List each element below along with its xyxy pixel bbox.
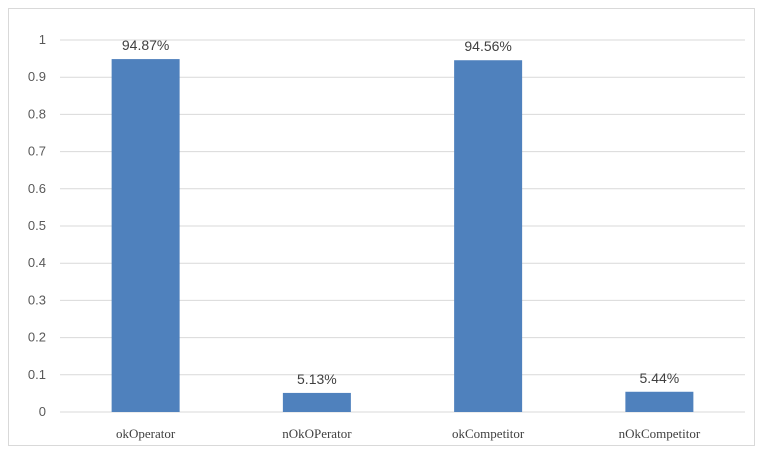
y-tick-label: 0.4 <box>28 255 46 270</box>
x-tick-label-nOkCompetitor: nOkCompetitor <box>619 426 701 441</box>
x-axis-ticks: okOperator nOkOPerator okCompetitor nOkComp… <box>116 426 701 441</box>
data-label-okCompetitor: 94.56% <box>464 38 511 54</box>
data-label-okOperator: 94.87% <box>122 37 169 53</box>
y-tick-label: 0 <box>39 404 46 419</box>
bar-okCompetitor <box>454 60 523 412</box>
y-tick-label: 0.7 <box>28 144 46 159</box>
y-tick-label: 0.6 <box>28 181 46 196</box>
y-tick-label: 0.3 <box>28 292 46 307</box>
data-labels: 94.87% 5.13% 94.56% 5.44% <box>122 37 679 387</box>
bar-nOkCompetitor <box>625 391 694 412</box>
x-tick-label-nOkOPerator: nOkOPerator <box>282 426 352 441</box>
y-tick-label: 0.5 <box>28 218 46 233</box>
x-tick-label-okCompetitor: okCompetitor <box>452 426 525 441</box>
y-tick-label: 0.8 <box>28 106 46 121</box>
y-axis-ticks: 0 0.1 0.2 0.3 0.4 0.5 0.6 0.7 0.8 0.9 1 <box>28 32 46 419</box>
x-tick-label-okOperator: okOperator <box>116 426 176 441</box>
bar-okOperator <box>111 59 180 413</box>
y-tick-label: 1 <box>39 32 46 47</box>
y-tick-label: 0.2 <box>28 330 46 345</box>
bars <box>111 59 694 413</box>
bar-nOkOPerator <box>282 392 351 412</box>
data-label-nOkOPerator: 5.13% <box>297 371 337 387</box>
y-tick-label: 0.9 <box>28 69 46 84</box>
y-tick-label: 0.1 <box>28 367 46 382</box>
data-label-nOkCompetitor: 5.44% <box>640 370 680 386</box>
